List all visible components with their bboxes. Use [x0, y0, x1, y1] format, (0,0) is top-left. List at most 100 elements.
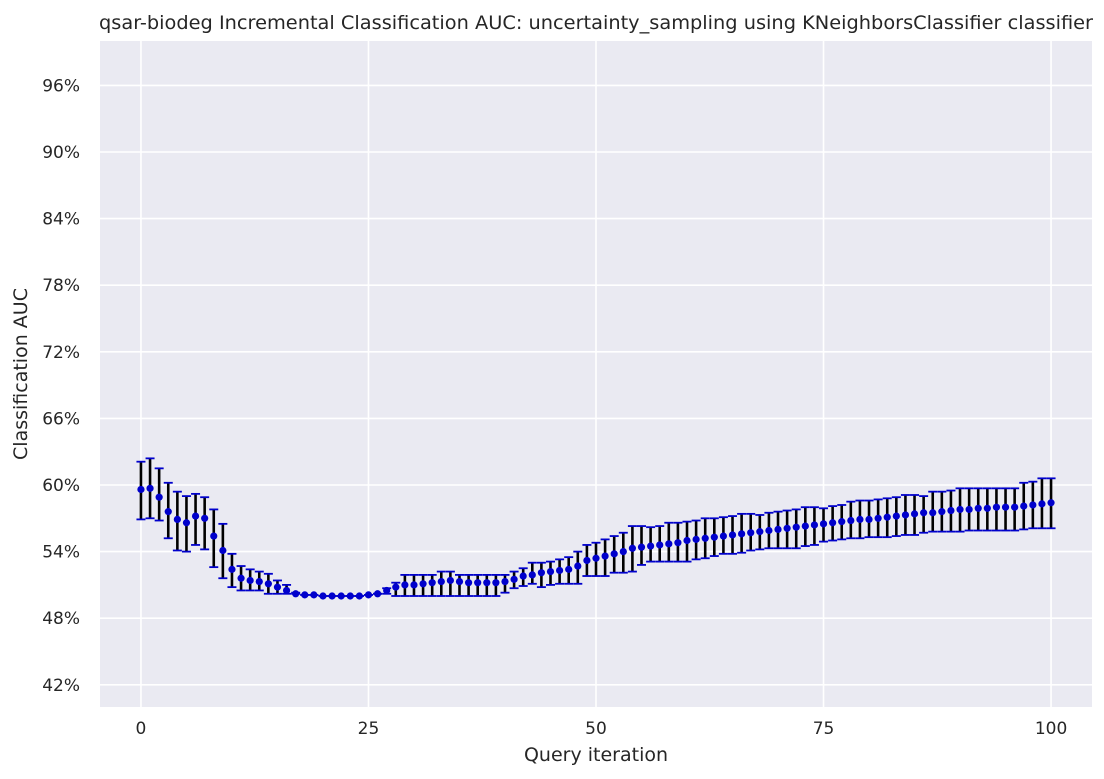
data-point	[555, 566, 564, 575]
data-point	[656, 541, 664, 549]
data-point	[310, 591, 318, 599]
data-point	[173, 515, 181, 524]
data-point	[483, 579, 491, 587]
data-point	[674, 539, 682, 547]
data-point	[201, 514, 209, 522]
data-point	[901, 511, 910, 519]
data-point	[847, 516, 855, 525]
x-tick-label: 50	[585, 719, 607, 739]
data-point	[1047, 499, 1055, 507]
data-point	[747, 529, 755, 537]
data-point	[228, 565, 236, 573]
data-point	[892, 512, 900, 520]
data-point	[528, 571, 536, 579]
data-point	[437, 577, 445, 586]
data-point	[756, 528, 764, 536]
data-point	[783, 524, 791, 532]
data-point	[792, 523, 800, 531]
data-point	[155, 493, 163, 501]
data-point	[956, 505, 964, 514]
data-point	[546, 567, 555, 576]
data-point	[819, 520, 828, 528]
data-point	[246, 576, 254, 585]
data-point	[610, 550, 618, 558]
data-point	[583, 556, 591, 565]
data-point	[947, 506, 955, 515]
data-point	[592, 554, 600, 562]
data-point	[637, 543, 646, 551]
y-tick-label: 48%	[42, 609, 80, 629]
data-point	[992, 503, 1001, 511]
data-point	[883, 513, 891, 521]
y-tick-label: 90%	[42, 143, 80, 163]
data-point	[719, 532, 728, 540]
data-point	[683, 536, 691, 545]
data-point	[210, 532, 218, 540]
data-point	[565, 565, 573, 573]
data-point	[410, 581, 418, 589]
y-axis-label: Classification AUC	[10, 288, 32, 460]
data-point	[537, 569, 545, 577]
x-tick-label: 75	[813, 719, 835, 739]
data-point	[738, 530, 746, 538]
data-point	[264, 580, 272, 588]
x-tick-label: 25	[358, 719, 380, 739]
data-point	[929, 509, 937, 517]
data-point	[428, 579, 436, 587]
data-point	[829, 519, 837, 527]
data-point	[765, 526, 773, 535]
data-point	[1020, 502, 1028, 510]
data-point	[273, 583, 282, 591]
data-point	[464, 579, 473, 587]
tick-layer: 0 25 50 75 100 42% 48% 54% 60% 66% 72% 78% 84% 90% 96%	[42, 76, 1067, 739]
data-point	[810, 521, 819, 529]
x-tick-label: 100	[1035, 719, 1067, 739]
data-point	[383, 586, 391, 595]
data-point	[865, 515, 873, 524]
data-point	[364, 591, 373, 599]
data-point	[574, 562, 582, 570]
data-point	[237, 574, 245, 582]
y-tick-label: 72%	[42, 343, 80, 363]
y-tick-label: 42%	[42, 676, 80, 696]
data-point	[974, 504, 982, 512]
data-point	[474, 579, 482, 587]
data-point	[328, 592, 336, 600]
data-point	[182, 519, 191, 527]
data-point	[774, 525, 782, 534]
data-point	[838, 518, 846, 526]
grid-layer	[100, 41, 1092, 707]
data-point	[983, 504, 991, 512]
data-point	[1038, 500, 1046, 508]
data-point	[701, 534, 709, 542]
x-axis-label: Query iteration	[524, 744, 668, 766]
data-point	[146, 484, 154, 492]
data-point	[628, 544, 637, 552]
data-point	[292, 590, 300, 598]
data-point	[191, 512, 200, 520]
data-point	[455, 577, 464, 586]
y-tick-label: 96%	[42, 76, 80, 96]
point-layer	[137, 484, 1055, 600]
data-point	[619, 548, 627, 556]
data-point	[856, 515, 864, 524]
data-point	[647, 542, 655, 550]
data-point	[337, 592, 345, 600]
data-point	[419, 580, 427, 588]
data-point	[874, 514, 882, 522]
data-point	[401, 581, 409, 589]
data-point	[319, 592, 327, 600]
data-point	[355, 592, 363, 600]
data-point	[446, 576, 454, 585]
y-tick-label: 54%	[42, 543, 80, 563]
data-point	[1011, 503, 1019, 511]
data-point	[601, 552, 609, 560]
y-tick-label: 60%	[42, 476, 80, 496]
data-point	[728, 531, 737, 539]
y-tick-label: 78%	[42, 276, 80, 296]
data-point	[1029, 501, 1037, 509]
y-tick-label: 84%	[42, 210, 80, 230]
data-point	[692, 535, 700, 543]
